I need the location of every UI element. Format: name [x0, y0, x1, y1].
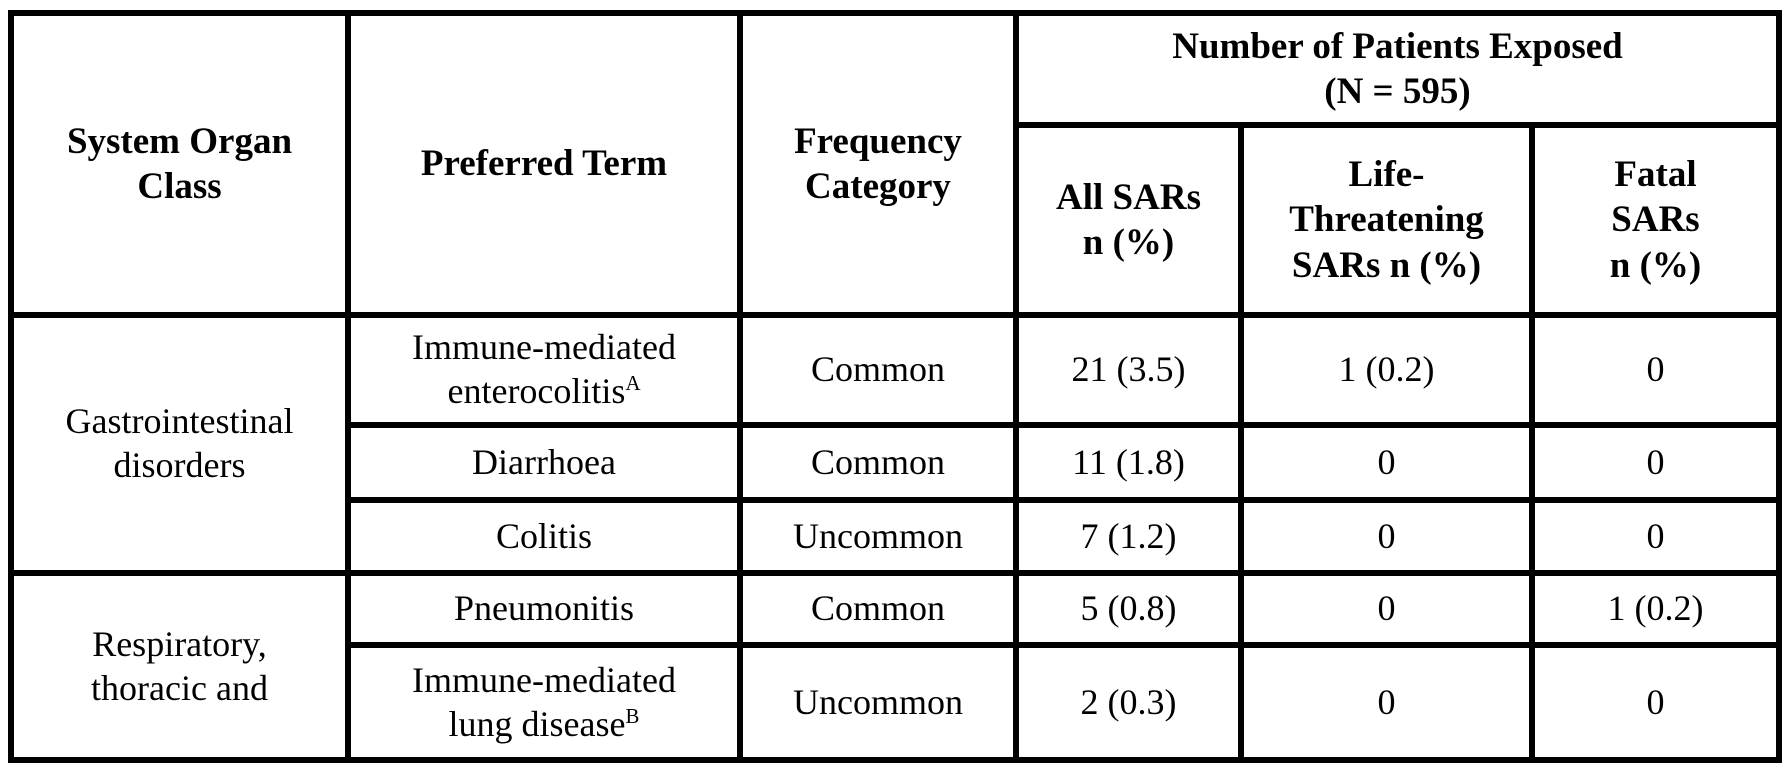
header-system-organ-class-label: System Organ Class [66, 120, 293, 207]
header-all-sars-label: All SARs n (%) [1056, 176, 1201, 263]
all-sars-cell: 2 (0.3) [1013, 642, 1244, 763]
life-threatening-cell: 0 [1238, 497, 1535, 576]
footnote-marker-a: A [625, 371, 641, 395]
preferred-term-text: Immune-mediated lung disease [412, 659, 676, 744]
life-threatening-cell: 0 [1238, 570, 1535, 648]
table-row-colitis: Colitis Uncommon 7 (1.2) 0 0 [11, 497, 1782, 576]
table-row-diarrhoea: Diarrhoea Common 11 (1.8) 0 0 [11, 422, 1782, 503]
life-threatening-cell: 0 [1238, 642, 1535, 763]
all-sars-cell: 7 (1.2) [1013, 497, 1244, 576]
header-frequency-category-label: Frequency Category [794, 120, 962, 207]
preferred-term-text: Colitis [495, 515, 593, 556]
header-row-sub: All SARs n (%) Life- Threatening SARs n … [11, 122, 1782, 318]
frequency-cell: Uncommon [737, 642, 1019, 763]
header-patients-exposed-label: Number of Patients Exposed (N = 595) [1172, 25, 1623, 112]
frequency-cell: Common [737, 570, 1019, 648]
soc-cell-gastrointestinal: Gastrointestinal disorders [8, 312, 351, 576]
header-system-organ-class: System Organ Class [8, 10, 351, 318]
header-frequency-category: Frequency Category [737, 10, 1019, 318]
footnote-marker-b: B [625, 703, 640, 728]
serious-adverse-reactions-table: System Organ Class Preferred Term Freque… [8, 10, 1782, 763]
header-preferred-term: Preferred Term [345, 10, 743, 318]
frequency-cell: Uncommon [737, 497, 1019, 576]
soc-label-gastrointestinal: Gastrointestinal disorders [65, 401, 294, 485]
table-row-pneumonitis: Respiratory, thoracic and Pneumonitis Co… [8, 570, 1782, 763]
preferred-term-cell: Colitis [345, 497, 743, 576]
header-life-threatening-sars: Life- Threatening SARs n (%) [1238, 122, 1535, 318]
table-row-enterocolitis: Gastrointestinal disorders Immune-mediat… [8, 312, 1782, 576]
soc-label-respiratory: Respiratory, thoracic and [91, 623, 268, 708]
fatal-cell: 0 [1529, 422, 1782, 503]
life-threatening-cell: 1 (0.2) [1238, 312, 1535, 428]
preferred-term-cell: Diarrhoea [345, 422, 743, 503]
header-all-sars: All SARs n (%) [1013, 122, 1244, 318]
table-row-lung-disease: Immune-mediated lung diseaseB Uncommon 2… [11, 642, 1782, 763]
fatal-cell: 1 (0.2) [1529, 570, 1782, 648]
fatal-cell: 0 [1529, 642, 1782, 763]
preferred-term-cell: Pneumonitis [345, 570, 743, 648]
header-fatal-sars: Fatal SARs n (%) [1529, 122, 1782, 318]
frequency-cell: Common [737, 312, 1019, 428]
preferred-term-text: Immune-mediated enterocolitis [412, 327, 676, 411]
header-patients-exposed-group: Number of Patients Exposed (N = 595) [1013, 10, 1782, 128]
preferred-term-cell: Immune-mediated enterocolitisA [345, 312, 743, 428]
all-sars-cell: 5 (0.8) [1013, 570, 1244, 648]
header-life-threatening-sars-label: Life- Threatening SARs n (%) [1289, 154, 1484, 286]
all-sars-cell: 11 (1.8) [1013, 422, 1244, 503]
preferred-term-text: Diarrhoea [472, 441, 616, 482]
header-row-group: System Organ Class Preferred Term Freque… [8, 10, 1782, 318]
preferred-term-text: Pneumonitis [453, 588, 635, 629]
all-sars-cell: 21 (3.5) [1013, 312, 1244, 428]
header-preferred-term-label: Preferred Term [420, 143, 668, 185]
soc-cell-respiratory: Respiratory, thoracic and [8, 570, 351, 763]
life-threatening-cell: 0 [1238, 422, 1535, 503]
fatal-cell: 0 [1529, 312, 1782, 428]
frequency-cell: Common [737, 422, 1019, 503]
header-fatal-sars-label: Fatal SARs n (%) [1609, 154, 1702, 286]
fatal-cell: 0 [1529, 497, 1782, 576]
preferred-term-cell: Immune-mediated lung diseaseB [345, 642, 743, 763]
